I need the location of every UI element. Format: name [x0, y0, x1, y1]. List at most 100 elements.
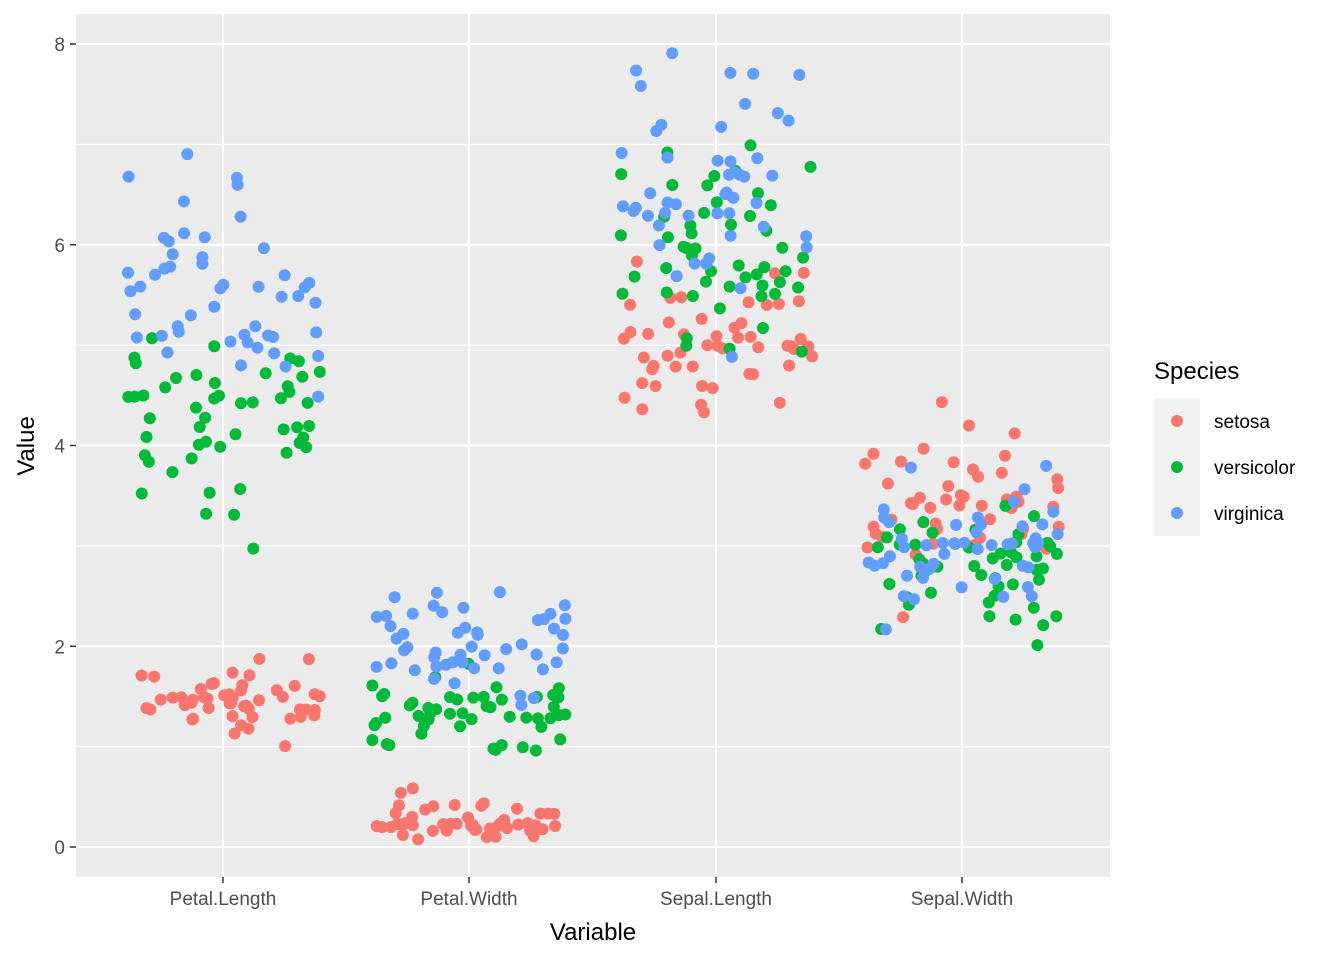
data-point-setosa	[742, 296, 755, 309]
data-point-versicolor	[804, 160, 817, 173]
data-point-versicolor	[140, 431, 153, 443]
data-point-versicolor	[925, 586, 937, 599]
data-point-virginica	[268, 347, 281, 360]
data-point-setosa	[636, 377, 649, 390]
data-point-virginica	[436, 606, 449, 619]
data-point-setosa	[178, 699, 191, 712]
data-point-setosa	[166, 691, 179, 704]
x-axis-title: Variable	[550, 919, 636, 946]
data-point-virginica	[398, 644, 411, 657]
data-point-setosa	[448, 799, 461, 811]
data-point-versicolor	[926, 526, 939, 539]
data-point-virginica	[557, 629, 570, 641]
data-point-virginica	[715, 120, 728, 133]
data-point-virginica	[634, 80, 647, 92]
data-point-versicolor	[199, 435, 212, 448]
data-point-versicolor	[143, 412, 156, 425]
data-point-versicolor	[769, 287, 781, 300]
data-point-virginica	[448, 677, 461, 690]
data-point-versicolor	[700, 275, 712, 288]
data-point-setosa	[542, 807, 554, 820]
data-point-setosa	[527, 830, 540, 843]
data-point-virginica	[750, 197, 763, 209]
data-point-virginica	[782, 114, 795, 127]
data-point-setosa	[235, 684, 248, 697]
data-point-setosa	[661, 349, 674, 362]
data-point-setosa	[389, 807, 402, 820]
data-point-versicolor	[1050, 610, 1063, 623]
data-point-setosa	[243, 669, 256, 682]
data-point-setosa	[140, 702, 153, 715]
data-point-versicolor	[701, 179, 714, 192]
data-point-virginica	[493, 586, 506, 599]
data-point-setosa	[308, 704, 321, 716]
data-point-virginica	[465, 640, 478, 653]
data-point-virginica	[897, 590, 910, 603]
data-point-virginica	[275, 290, 288, 303]
data-point-setosa	[253, 694, 265, 707]
data-point-virginica	[122, 266, 134, 279]
data-point-virginica	[312, 350, 325, 362]
data-point-setosa	[302, 653, 315, 666]
data-point-versicolor	[291, 421, 304, 434]
data-point-versicolor	[554, 733, 567, 746]
data-point-virginica	[514, 689, 527, 702]
data-point-virginica	[251, 341, 264, 354]
data-point-versicolor	[994, 547, 1007, 560]
data-point-virginica	[661, 151, 674, 164]
legend-key-point	[1171, 461, 1183, 473]
data-point-virginica	[230, 171, 243, 184]
data-point-setosa	[480, 831, 493, 844]
data-point-virginica	[739, 97, 752, 110]
data-point-virginica	[1025, 590, 1038, 603]
data-point-versicolor	[489, 743, 502, 756]
data-point-setosa	[154, 693, 167, 706]
data-point-setosa	[512, 818, 525, 831]
data-point-virginica	[134, 280, 147, 293]
data-point-virginica	[644, 187, 657, 200]
data-point-virginica	[454, 648, 467, 661]
data-point-versicolor	[689, 242, 702, 255]
data-point-versicolor	[1027, 601, 1040, 614]
data-point-virginica	[724, 155, 737, 168]
data-point-versicolor	[871, 541, 884, 554]
data-point-setosa	[201, 692, 214, 705]
data-point-setosa	[370, 820, 383, 833]
data-point-setosa	[897, 611, 910, 624]
data-point-virginica	[515, 638, 528, 651]
data-point-setosa	[744, 330, 757, 343]
data-point-setosa	[711, 339, 724, 352]
data-point-versicolor	[756, 279, 769, 292]
y-tick-label: 8	[54, 35, 65, 56]
data-point-versicolor	[378, 688, 391, 700]
data-point-setosa	[882, 477, 894, 490]
legend-key-point	[1171, 415, 1183, 427]
data-point-virginica	[397, 627, 410, 640]
data-point-virginica	[440, 658, 452, 671]
data-point-setosa	[235, 719, 247, 732]
data-point-virginica	[938, 547, 951, 560]
data-point-virginica	[384, 620, 397, 633]
data-point-virginica	[478, 649, 491, 662]
data-point-setosa	[253, 652, 266, 665]
data-point-versicolor	[477, 690, 490, 703]
data-point-versicolor	[137, 389, 150, 402]
data-point-virginica	[1001, 538, 1014, 551]
data-point-virginica	[1040, 459, 1053, 472]
data-point-versicolor	[366, 679, 379, 692]
data-point-virginica	[958, 536, 971, 549]
data-point-versicolor	[246, 396, 259, 409]
data-point-virginica	[877, 503, 890, 516]
data-point-versicolor	[680, 242, 693, 254]
x-tick-label: Sepal.Length	[660, 889, 772, 910]
data-point-setosa	[406, 782, 419, 795]
data-point-versicolor	[547, 700, 560, 713]
data-point-versicolor	[422, 713, 435, 726]
data-point-setosa	[223, 688, 236, 701]
data-point-setosa	[412, 833, 425, 846]
data-point-setosa	[752, 341, 765, 354]
data-point-setosa	[706, 382, 719, 395]
data-point-versicolor	[1050, 547, 1063, 560]
data-point-virginica	[312, 390, 325, 403]
data-point-versicolor	[764, 199, 777, 212]
